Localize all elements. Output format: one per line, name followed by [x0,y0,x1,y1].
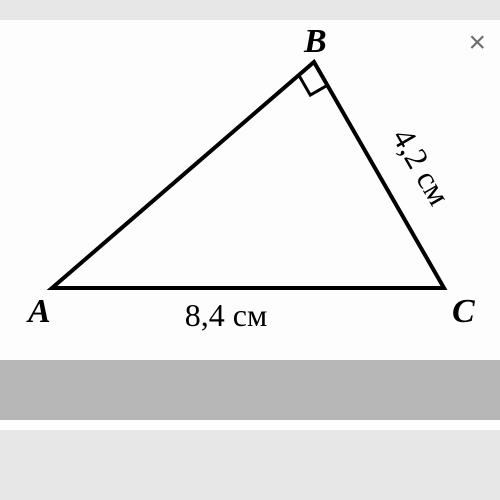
crop-strip-gap [0,420,500,430]
side-label-bc: 4,2 см [385,122,457,211]
crop-strip-bottom [0,430,500,500]
crop-strip-mid [0,360,500,420]
vertex-label-a: A [26,293,51,330]
page-background: × A B C 8,4 см 4,2 см [0,0,500,500]
vertex-label-c: C [452,293,475,330]
vertex-label-b: B [303,23,327,60]
crop-strip-top [0,0,500,20]
triangle-diagram: A B C 8,4 см 4,2 см [0,20,500,360]
side-label-ac: 8,4 см [185,297,267,333]
triangle-shape [52,62,444,288]
